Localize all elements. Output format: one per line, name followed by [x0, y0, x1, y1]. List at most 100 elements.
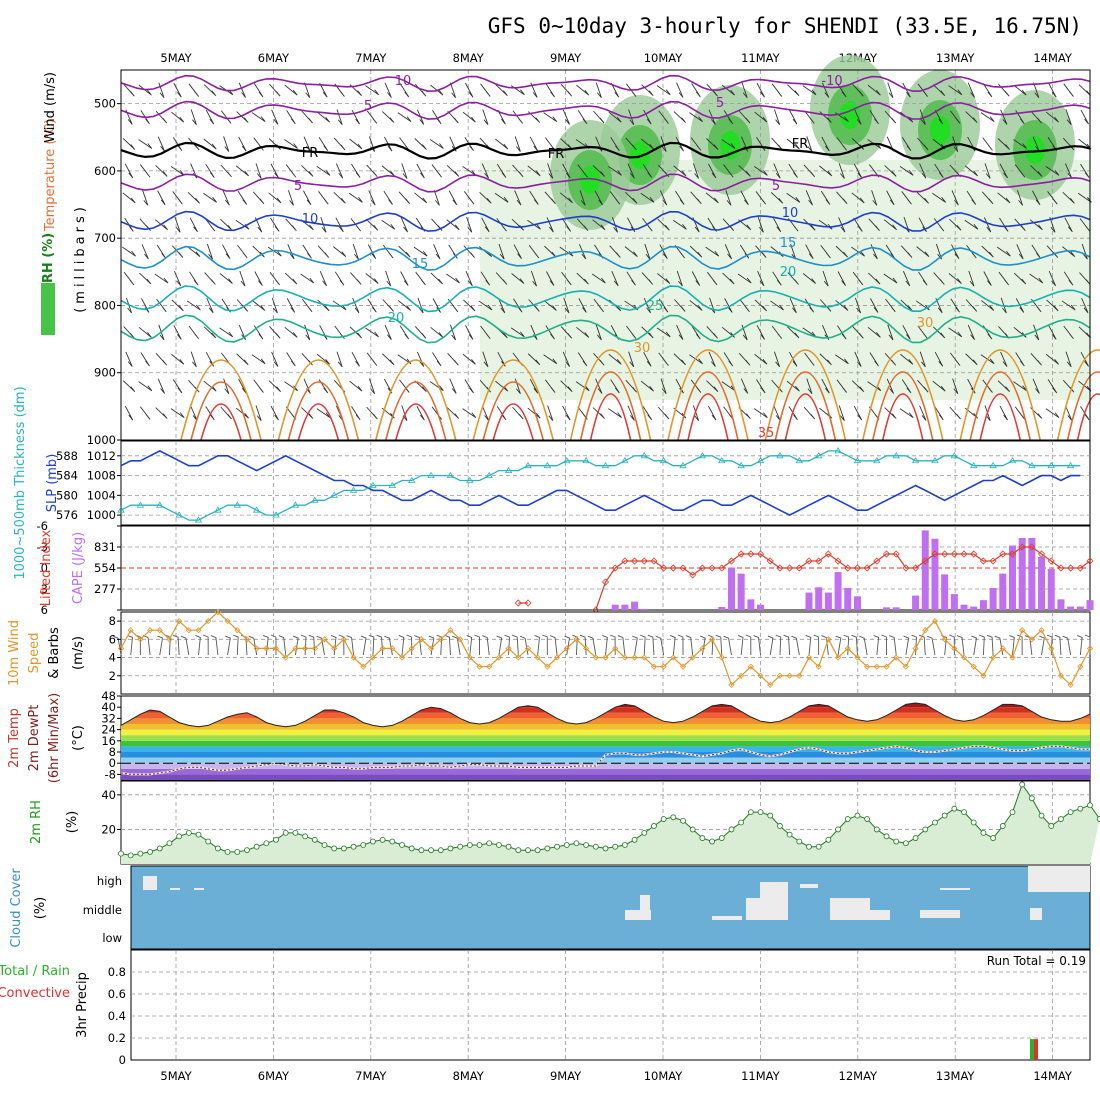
cape-bar	[824, 592, 832, 610]
wind-barb	[384, 324, 392, 340]
wind-barb	[559, 192, 573, 204]
wind-barb	[203, 138, 217, 150]
rh-marker	[1077, 805, 1084, 812]
contour-label: 5	[772, 179, 780, 194]
slp-tick-label: 1008	[87, 469, 116, 483]
li-marker	[1086, 557, 1094, 565]
wind-speed-marker	[117, 645, 125, 652]
wind-barb	[431, 218, 443, 231]
wind-barb	[430, 272, 443, 285]
wind-barb	[627, 405, 635, 421]
wind-barb	[497, 109, 506, 125]
thickness-marker	[349, 486, 358, 493]
rh-marker	[699, 835, 706, 841]
rh-marker	[379, 836, 386, 843]
wind-barb	[547, 405, 554, 421]
wind10m-speed-label: Speed	[27, 633, 42, 674]
li-marker	[960, 550, 968, 558]
wind-barb	[753, 635, 761, 656]
wind-barb	[587, 635, 597, 656]
wind-barb	[544, 191, 556, 205]
rh-marker	[631, 836, 638, 843]
li-marker	[1047, 557, 1055, 565]
wind-barb	[480, 325, 491, 340]
wind-barb	[754, 111, 768, 123]
wind-barb	[884, 110, 897, 124]
wind-barb	[852, 83, 864, 97]
wind-barb	[1033, 324, 1040, 341]
wind-barb	[382, 353, 395, 366]
lifted-index-label: Lifted Index	[39, 529, 54, 606]
thickness-marker	[795, 456, 804, 464]
wind-barb	[512, 164, 524, 178]
wind-barb	[870, 244, 878, 260]
wind-barb	[627, 217, 636, 233]
wind-speed-marker	[195, 627, 202, 634]
rh-marker	[311, 836, 318, 843]
thickness-marker	[1047, 461, 1055, 469]
wind-speed-marker	[398, 654, 406, 661]
wind-barb	[349, 326, 362, 339]
thickness-marker	[853, 456, 862, 464]
wind-barb	[1063, 271, 1074, 286]
wind-barb	[1078, 84, 1091, 97]
cloud-block	[1030, 908, 1042, 920]
wind-speed-marker	[1077, 663, 1084, 670]
wind-barb	[495, 380, 509, 392]
wind-barb	[366, 110, 378, 124]
wind-barb	[529, 378, 539, 394]
minmax-label: (6hr Min/Max)	[47, 693, 62, 783]
wind-barb	[1076, 635, 1083, 656]
wind-barb	[203, 326, 217, 339]
cloud-block	[194, 888, 204, 890]
wind-barb	[675, 136, 684, 152]
wind-barb	[349, 84, 362, 97]
wind-barb	[887, 82, 894, 99]
wind-barb	[867, 84, 881, 96]
rh-marker	[912, 835, 919, 841]
wind-barb	[348, 192, 363, 203]
wind-barb	[919, 405, 927, 421]
wind-barb	[447, 353, 459, 366]
rh-marker	[641, 829, 648, 836]
cloud-block	[170, 888, 180, 890]
wind-barb	[838, 217, 846, 233]
wind-barb	[122, 192, 136, 204]
wind-speed-marker	[1019, 627, 1026, 634]
wind-barb	[127, 635, 133, 656]
contour-label: 5	[294, 179, 302, 194]
wind-barb	[1015, 352, 1025, 367]
wind-barb	[791, 635, 800, 656]
wind-barb	[204, 218, 216, 232]
wind-barb	[657, 164, 670, 178]
wind-barb	[789, 297, 797, 314]
wind-barb	[617, 635, 626, 656]
wind-speed-marker	[331, 645, 338, 652]
rh2m-unit: (%)	[65, 811, 80, 834]
wind-tick-label: 6	[109, 632, 116, 646]
wind-barb	[141, 244, 149, 260]
wind-barb	[821, 324, 830, 340]
wind-barb	[510, 85, 525, 96]
cloud-tick-label: high	[97, 874, 122, 888]
wind-barb	[919, 163, 927, 179]
wind-barb	[576, 326, 590, 338]
wind-barb	[449, 136, 457, 152]
bottom-date-axis: 5MAY 6MAY 7MAY 8MAY 9MAY 10MAY 11MAY 12MAY 13MAY…	[160, 1069, 1072, 1083]
wind-barb	[610, 82, 620, 98]
wind-barb	[854, 109, 862, 125]
wind-barb	[203, 84, 217, 97]
rh-marker	[902, 840, 909, 847]
wind-barb	[919, 634, 926, 656]
rh-marker	[350, 843, 357, 850]
wind-barb	[886, 190, 895, 206]
thickness-marker	[252, 506, 261, 513]
wind-barb	[188, 137, 200, 151]
wind-barb	[692, 405, 700, 421]
wind-barb	[157, 635, 163, 656]
wind-barb	[836, 137, 848, 151]
temperature-contour	[120, 210, 1091, 232]
wind-barb	[674, 244, 686, 259]
dewpoint-line	[120, 745, 1090, 775]
